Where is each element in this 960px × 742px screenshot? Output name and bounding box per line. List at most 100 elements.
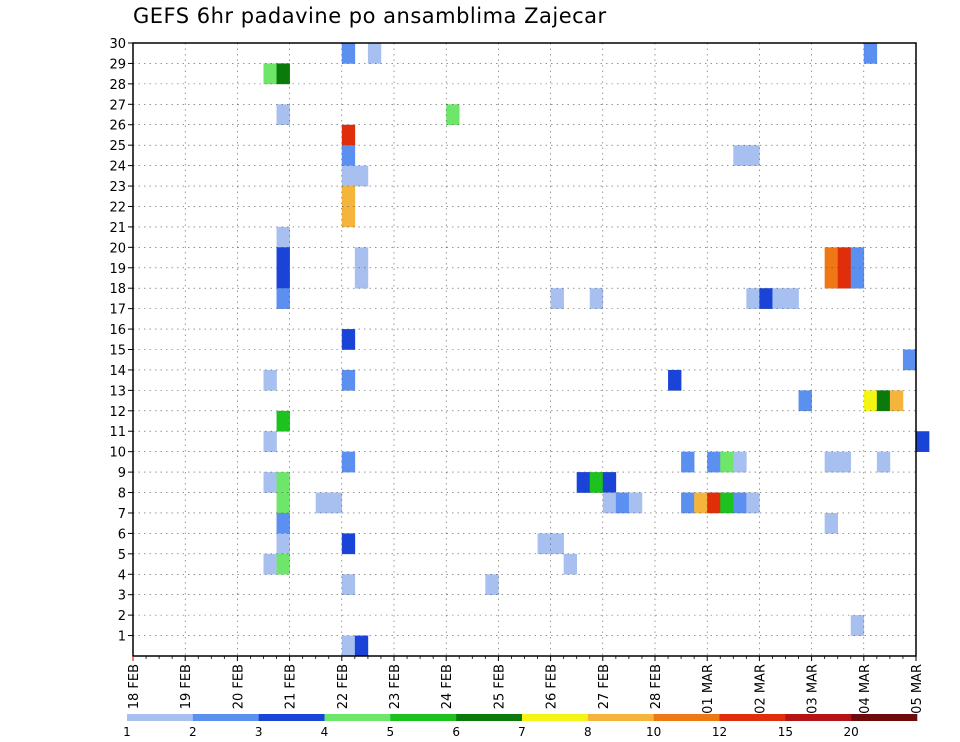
- heatmap-cell: [824, 451, 838, 473]
- x-tick-label: 19 FEB: [179, 664, 194, 709]
- x-tick-label: 05 MAR: [910, 664, 925, 714]
- y-tick-label: 15: [109, 344, 126, 359]
- x-tick-label: 18 FEB: [127, 664, 142, 709]
- heatmap-cell: [746, 145, 760, 166]
- legend-swatch: [719, 714, 786, 721]
- y-tick-label: 2: [118, 609, 126, 624]
- heatmap-cell: [720, 492, 734, 514]
- legend-swatch: [258, 714, 325, 721]
- x-tick-label: 23 FEB: [388, 664, 403, 709]
- x-tick-label: 24 FEB: [440, 664, 455, 709]
- heatmap-cell: [341, 186, 356, 207]
- heatmap-cell: [341, 635, 356, 657]
- heatmap-cell: [759, 288, 773, 309]
- heatmap-cell: [694, 492, 708, 514]
- heatmap-cell: [276, 533, 290, 555]
- x-tick-label: 22 FEB: [336, 664, 351, 709]
- legend-label: 6: [452, 725, 460, 739]
- heatmap-cell: [354, 267, 369, 289]
- y-tick-label: 23: [109, 180, 126, 195]
- heatmap-cell: [733, 145, 747, 166]
- heatmap-cell: [354, 635, 369, 657]
- heatmap-cell: [733, 492, 747, 514]
- y-axis-ticks: 1234567891011121314151617181920212223242…: [109, 37, 133, 645]
- heatmap-cell: [341, 369, 356, 391]
- y-tick-label: 8: [118, 487, 126, 502]
- heatmap-cell: [276, 63, 290, 85]
- heatmap-cell: [263, 63, 277, 85]
- heatmap-cell: [889, 390, 904, 412]
- heatmap-cell: [746, 288, 760, 309]
- heatmap-cell: [276, 288, 290, 309]
- heatmap-cell: [902, 349, 917, 371]
- heatmap-cell: [707, 492, 721, 514]
- y-tick-label: 16: [109, 323, 126, 338]
- heatmap-cell: [798, 390, 812, 412]
- heatmap-cell: [824, 247, 838, 269]
- y-tick-label: 20: [109, 241, 126, 256]
- y-tick-label: 14: [109, 364, 126, 379]
- x-tick-label: 25 FEB: [492, 664, 507, 709]
- legend-swatch: [851, 714, 918, 721]
- heatmap-cell: [615, 492, 630, 514]
- heatmap-cell: [341, 451, 356, 473]
- y-tick-label: 18: [109, 282, 126, 297]
- heatmap-cell: [276, 492, 290, 514]
- y-tick-label: 7: [118, 507, 126, 522]
- legend-swatch: [127, 714, 194, 721]
- heatmap-cell: [837, 451, 852, 473]
- x-tick-label: 28 FEB: [649, 664, 664, 709]
- x-tick-label: 21 FEB: [284, 664, 299, 709]
- x-tick-label: 04 MAR: [858, 664, 873, 714]
- heatmap-cell: [576, 472, 591, 493]
- y-tick-label: 6: [118, 527, 126, 542]
- heatmap-cell: [263, 553, 277, 575]
- heatmap-cell: [276, 410, 290, 432]
- heatmap-cell: [602, 492, 617, 514]
- heatmap-cell: [341, 329, 356, 350]
- heatmap-cell: [837, 247, 852, 269]
- heatmap-cell: [863, 390, 878, 412]
- x-tick-label: 01 MAR: [701, 664, 716, 714]
- y-tick-label: 1: [118, 630, 126, 645]
- heatmap-cell: [837, 267, 852, 289]
- legend-label: 2: [189, 725, 197, 739]
- x-tick-label: 02 MAR: [753, 664, 768, 714]
- heatmap-cell: [772, 288, 786, 309]
- heatmap-cell: [276, 267, 290, 289]
- legend-label: 10: [646, 725, 661, 739]
- heatmap-cells: [263, 43, 930, 657]
- heatmap-cell: [550, 533, 564, 555]
- legend-label: 15: [778, 725, 793, 739]
- legend-label: 8: [584, 725, 592, 739]
- heatmap-cell: [276, 247, 290, 269]
- x-tick-label: 26 FEB: [545, 664, 560, 709]
- heatmap-cell: [446, 104, 460, 126]
- heatmap-cell: [341, 574, 356, 595]
- color-scale-legend: 1 2 3 4 5 6 7 8 10 12 15 20: [123, 714, 918, 739]
- heatmap-cell: [681, 492, 695, 514]
- heatmap-cell: [850, 247, 865, 269]
- heatmap-cell: [341, 165, 356, 187]
- y-tick-label: 10: [109, 446, 126, 461]
- y-tick-label: 30: [109, 37, 126, 52]
- heatmap-cell: [263, 472, 277, 493]
- y-tick-label: 3: [118, 589, 126, 604]
- heatmap-cell: [354, 247, 369, 269]
- y-tick-label: 12: [109, 405, 126, 420]
- heatmap-cell: [341, 145, 356, 166]
- heatmap-cell: [263, 369, 277, 391]
- heatmap-cell: [850, 615, 865, 636]
- heatmap-cell: [341, 206, 356, 228]
- heatmap-cell: [876, 451, 891, 473]
- heatmap-cell: [720, 451, 734, 473]
- heatmap-cell: [315, 492, 330, 514]
- y-tick-label: 24: [109, 160, 126, 175]
- y-tick-label: 11: [109, 425, 126, 440]
- heatmap-cell: [824, 512, 838, 534]
- x-tick-label: 03 MAR: [806, 664, 821, 714]
- legend-label: 3: [255, 725, 263, 739]
- heatmap-cell: [733, 451, 747, 473]
- heatmap-cell: [602, 472, 617, 493]
